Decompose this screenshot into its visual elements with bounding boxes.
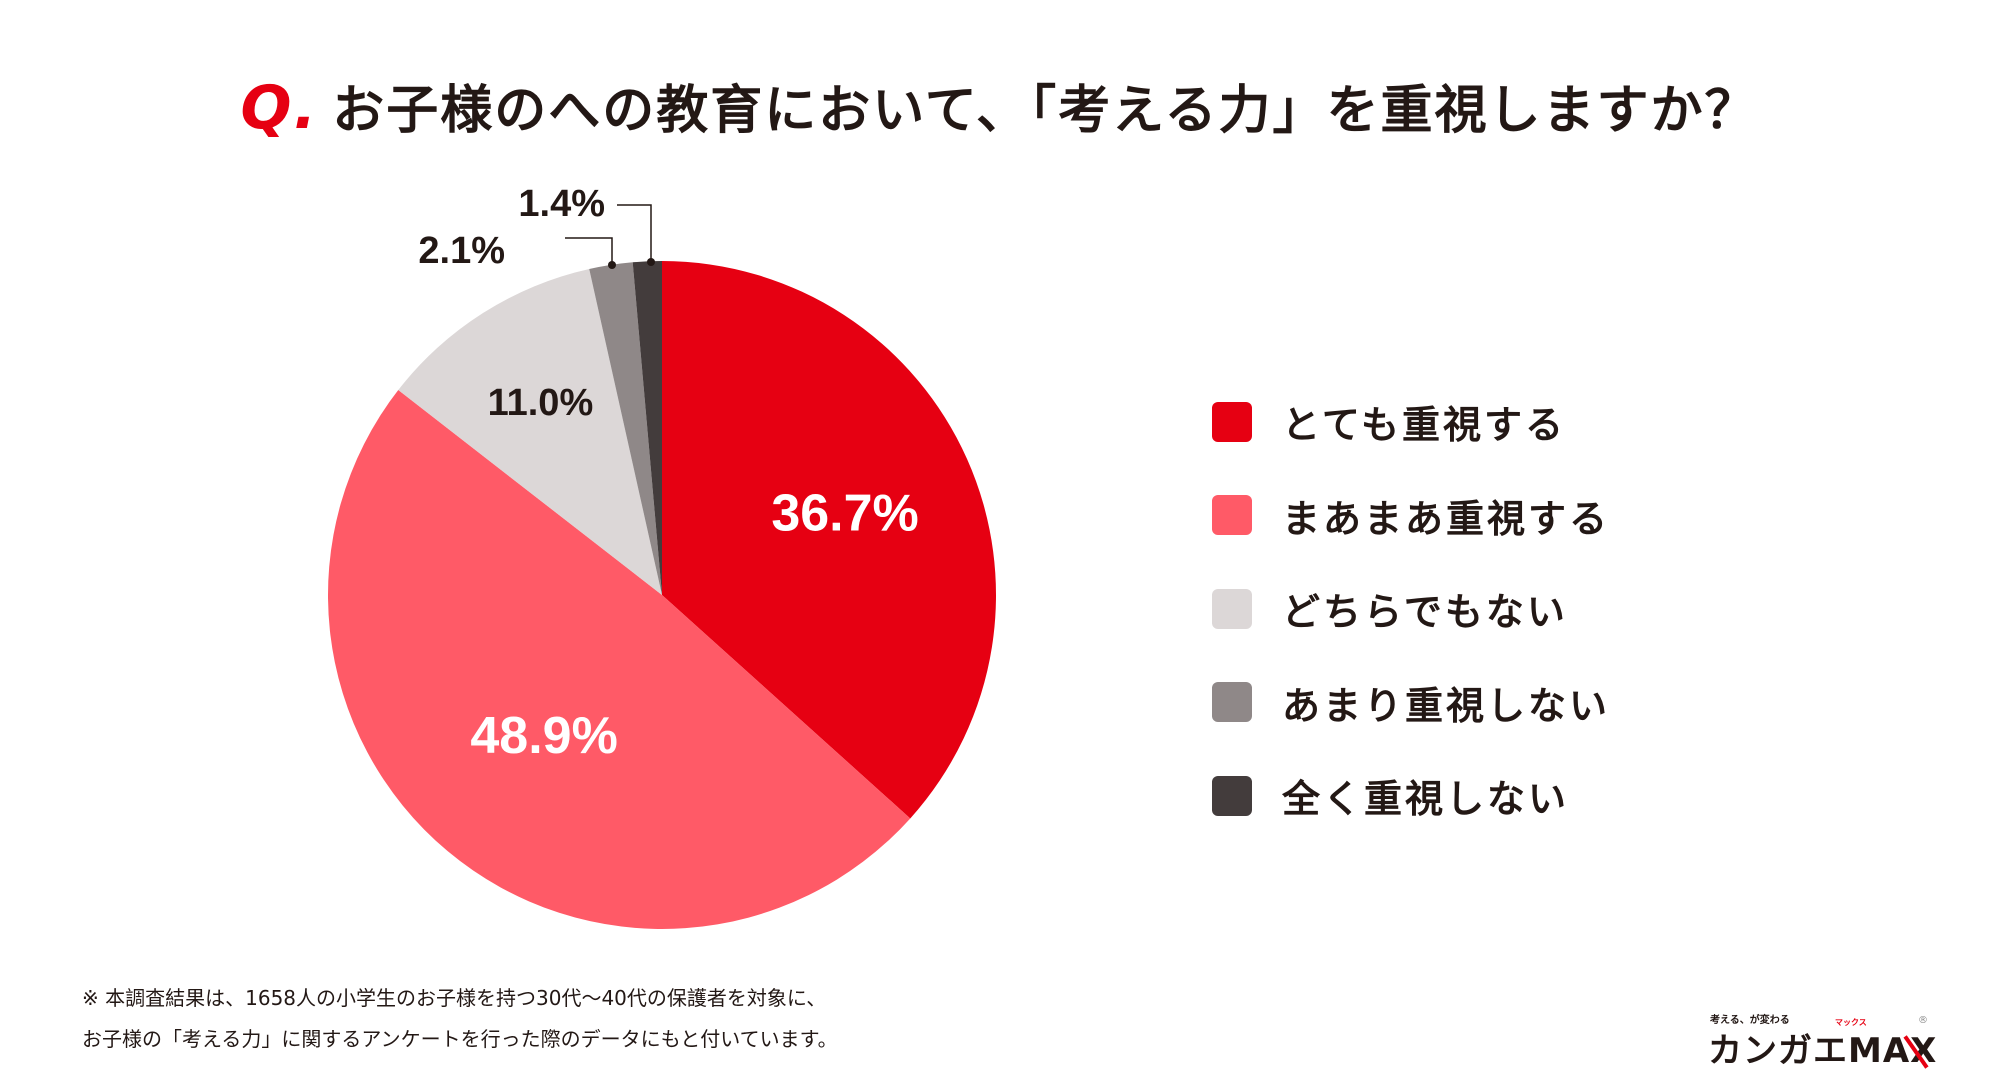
- legend-item-4: あまり重視しない: [1212, 656, 1610, 750]
- footnote-line-2: お子様の「考える力」に関するアンケートを行った際のデータにもと付いています。: [82, 1027, 838, 1051]
- slice-label-1: 36.7%: [771, 484, 918, 542]
- q-mark: Q.: [240, 73, 319, 143]
- pie-slice-2: [328, 390, 911, 929]
- leader-line-4: [565, 237, 613, 265]
- legend-label: とても重視する: [1282, 403, 1566, 448]
- logo-name: カンガエMAX: [1708, 1023, 1937, 1072]
- logo-registered: ®: [1918, 1015, 1928, 1026]
- pie-slice-3: [398, 269, 662, 595]
- logo-text: カンガエMA: [1708, 1031, 1911, 1071]
- legend-item-1: とても重視する: [1212, 375, 1610, 469]
- legend: とても重視する まあまあ重視する どちらでもない あまり重視しない 全く重視しない: [1212, 375, 1610, 843]
- legend-item-5: 全く重視しない: [1212, 749, 1610, 843]
- legend-swatch: [1212, 401, 1252, 442]
- chart-title: Q. お子様のへの教育において、「考える力」を重視しますか？: [0, 68, 1999, 143]
- leader-line-5: [617, 204, 652, 262]
- pie-slice-5: [632, 261, 662, 595]
- logo-ruby: マックス: [1835, 1018, 1867, 1027]
- legend-label: まあまあ重視する: [1282, 496, 1611, 541]
- logo-tagline: 考える、が変わる: [1710, 1015, 1790, 1026]
- leader-dot-5: [647, 258, 655, 266]
- title-text: お子様のへの教育において、「考える力」を重視しますか？: [332, 81, 1759, 141]
- slice-label-2: 48.9%: [470, 707, 617, 765]
- leader-dot-4: [608, 261, 616, 269]
- slice-label-3: 11.0%: [488, 382, 594, 424]
- legend-swatch: [1212, 588, 1252, 629]
- pie-slice-4: [589, 262, 662, 595]
- legend-item-3: どちらでもない: [1212, 562, 1610, 656]
- legend-swatch: [1212, 682, 1252, 723]
- legend-label: 全く重視しない: [1282, 777, 1570, 822]
- footnote: ※ 本調査結果は、1658人の小学生のお子様を持つ30代～40代の保護者を対象に…: [82, 978, 838, 1060]
- legend-item-2: まあまあ重視する: [1212, 469, 1610, 563]
- legend-label: どちらでもない: [1282, 590, 1568, 635]
- legend-swatch: [1212, 495, 1252, 536]
- logo-x: X: [1910, 1031, 1938, 1071]
- pie-slice-1: [662, 261, 997, 819]
- footnote-line-1: ※ 本調査結果は、1658人の小学生のお子様を持つ30代～40代の保護者を対象に…: [82, 986, 827, 1010]
- slice-label-4: 2.1%: [418, 230, 505, 272]
- legend-swatch: [1212, 775, 1252, 816]
- slice-label-5: 1.4%: [518, 183, 605, 225]
- legend-label: あまり重視しない: [1282, 683, 1611, 728]
- logo: 考える、が変わる マックス カンガエMAX ®: [1703, 1003, 1943, 1071]
